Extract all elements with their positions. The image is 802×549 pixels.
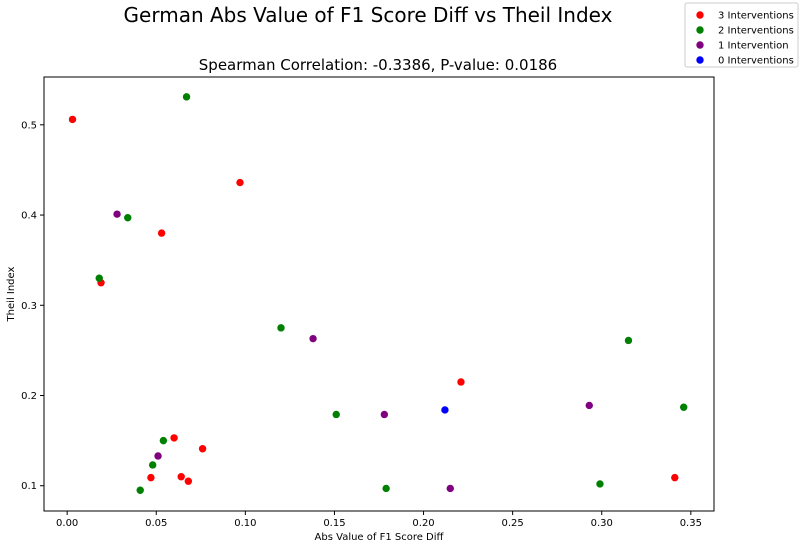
- data-point: [236, 178, 244, 187]
- x-tick-label: 0.30: [591, 518, 613, 529]
- data-point: [596, 480, 604, 488]
- data-point: [159, 436, 168, 445]
- x-tick-label: 0.35: [680, 518, 702, 529]
- legend-entry: 1 Intervention: [718, 41, 789, 52]
- data-point: [182, 93, 191, 101]
- data-point: [332, 410, 340, 419]
- x-tick-label: 0.05: [145, 518, 167, 529]
- data-point: [113, 210, 121, 218]
- y-tick-label: 0.2: [21, 391, 37, 402]
- data-point: [624, 336, 633, 345]
- chart-title: German Abs Value of F1 Score Diff vs The…: [124, 3, 613, 27]
- chart-subtitle: Spearman Correlation: -0.3386, P-value: …: [199, 56, 557, 74]
- data-point: [157, 229, 166, 237]
- data-point: [380, 410, 389, 419]
- y-tick-label: 0.3: [21, 301, 37, 312]
- x-tick-label: 0.20: [412, 518, 434, 529]
- y-axis-label: Theil Index: [6, 266, 17, 322]
- data-point: [441, 406, 449, 414]
- legend-marker: [696, 26, 704, 34]
- legend-marker: [696, 41, 704, 49]
- x-tick-label: 0.00: [56, 518, 78, 529]
- data-point: [124, 214, 132, 222]
- x-tick-label: 0.25: [502, 518, 524, 529]
- data-point: [177, 473, 185, 481]
- data-point: [680, 403, 688, 411]
- data-point: [382, 484, 390, 493]
- data-points: [68, 93, 688, 494]
- data-point: [148, 461, 157, 469]
- y-tick-label: 0.4: [21, 211, 37, 222]
- data-point: [309, 334, 317, 343]
- data-point: [147, 473, 155, 482]
- data-point: [671, 473, 679, 482]
- data-point: [585, 401, 593, 410]
- data-point: [446, 484, 454, 493]
- data-point: [154, 452, 162, 460]
- y-axis-ticks: 0.1 0.2 0.3 0.4 0.5: [21, 120, 44, 492]
- y-tick-label: 0.1: [21, 481, 37, 492]
- plot-area: [43, 76, 715, 512]
- data-point: [95, 274, 103, 282]
- data-point: [184, 477, 193, 485]
- x-tick-label: 0.10: [234, 518, 256, 529]
- x-axis-ticks: 0.00 0.05 0.10 0.15 0.20 0.25 0.30 0.35: [56, 511, 702, 529]
- data-point: [277, 324, 285, 332]
- data-point: [457, 378, 465, 386]
- y-tick-label: 0.5: [21, 120, 37, 131]
- legend-entry: 0 Interventions: [718, 56, 794, 67]
- data-point: [198, 445, 207, 453]
- data-point: [136, 486, 144, 494]
- legend: 3 Interventions 2 Interventions 1 Interven…: [684, 2, 799, 68]
- legend-entry: 2 Interventions: [718, 26, 794, 37]
- x-tick-label: 0.15: [323, 518, 345, 529]
- legend-marker: [696, 11, 704, 19]
- data-point: [68, 115, 77, 124]
- x-axis-label: Abs Value of F1 Score Diff: [315, 532, 445, 543]
- legend-entry: 3 Interventions: [718, 11, 794, 22]
- legend-marker: [696, 56, 704, 64]
- data-point: [170, 434, 178, 442]
- legend-box: [684, 2, 799, 68]
